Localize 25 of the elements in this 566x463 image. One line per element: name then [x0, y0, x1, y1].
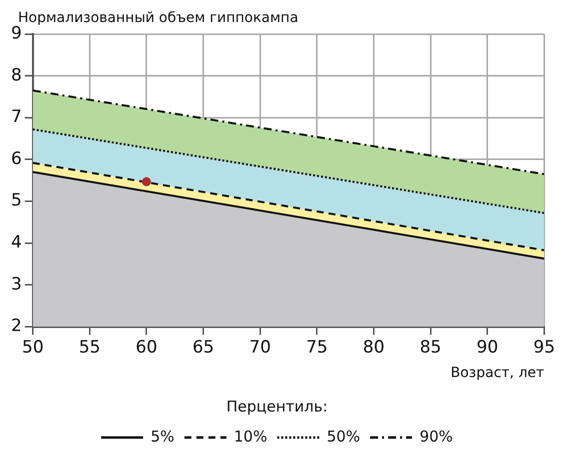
- y-axis-title: Нормализованный объем гиппокампа: [18, 10, 298, 26]
- y-tick-label: 4: [10, 232, 22, 253]
- legend-label: 10%: [234, 427, 268, 446]
- x-tick-label: 50: [22, 337, 44, 358]
- x-axis-title: Возраст, лет: [450, 365, 544, 382]
- y-tick-label: 3: [10, 274, 22, 294]
- y-tick-label: 2: [10, 316, 22, 336]
- y-tick-label: 7: [10, 107, 22, 128]
- legend-title: Перцентиль:: [226, 397, 328, 416]
- y-tick-label: 6: [10, 148, 22, 169]
- x-tick-label: 65: [192, 337, 214, 358]
- x-tick-label: 80: [362, 337, 385, 358]
- legend-label: 5%: [150, 427, 174, 446]
- legend-label: 50%: [326, 427, 360, 446]
- x-tick-label: 60: [136, 337, 158, 358]
- legend-label: 90%: [420, 427, 453, 446]
- x-tick-label: 70: [249, 337, 271, 358]
- y-tick-label: 9: [10, 23, 22, 44]
- x-tick-label: 75: [306, 337, 328, 358]
- x-tick-label: 85: [420, 337, 442, 358]
- x-tick-label: 95: [533, 337, 556, 358]
- y-tick-label: 5: [10, 190, 22, 211]
- x-tick-label: 90: [476, 337, 498, 358]
- y-tick-label: 8: [10, 65, 22, 86]
- x-tick-label: 55: [78, 337, 100, 358]
